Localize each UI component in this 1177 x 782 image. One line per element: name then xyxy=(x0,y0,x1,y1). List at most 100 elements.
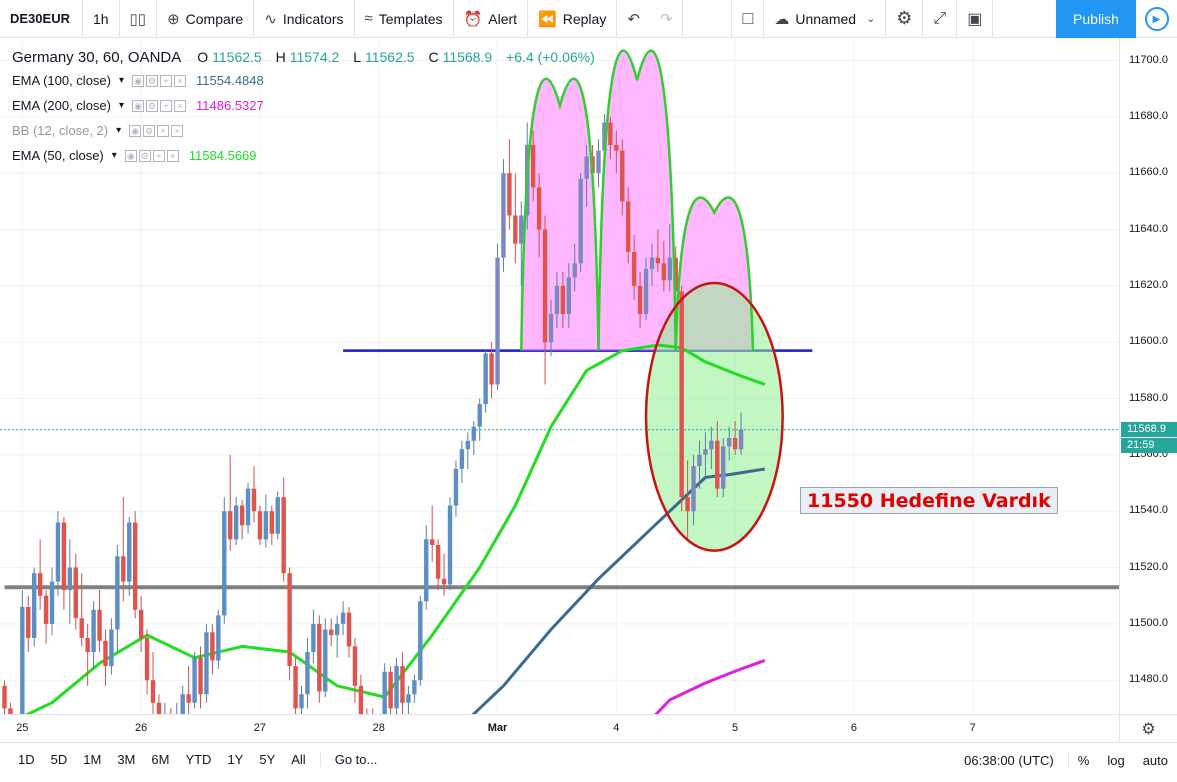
candle-body xyxy=(115,556,120,630)
undo-button[interactable]: ↶ xyxy=(617,0,650,38)
candle-body xyxy=(631,252,637,286)
close-icon[interactable]: × xyxy=(174,74,187,87)
ohlc-values: O 11562.5 H 11574.2 L 11562.5 C 11568.9 +6.4… xyxy=(197,49,605,65)
templates-button[interactable]: ≈ Templates xyxy=(355,0,454,38)
range-button[interactable]: 1Y xyxy=(227,752,244,767)
candle-body xyxy=(20,606,25,714)
horizontal-lines xyxy=(4,349,1119,590)
gear-icon[interactable]: ⚙ xyxy=(146,99,159,112)
target-annotation[interactable]: 11550 Hedefine Vardık xyxy=(800,487,1058,514)
range-button[interactable]: 5D xyxy=(50,752,68,767)
goto-button[interactable]: Go to... xyxy=(319,752,392,767)
candle-body xyxy=(673,257,678,292)
replay-button[interactable]: ⏪ Replay xyxy=(528,0,618,38)
settings-button[interactable]: ⚙ xyxy=(886,0,924,38)
range-button[interactable]: All xyxy=(291,752,306,767)
chevron-down-icon[interactable]: ▾ xyxy=(111,150,117,161)
candle-body xyxy=(400,666,405,703)
bottom-right-controls: 06:38:00 (UTC) % log auto xyxy=(955,743,1177,777)
eye-icon[interactable]: ◉ xyxy=(129,124,142,137)
candle-body xyxy=(32,573,37,638)
close-icon[interactable]: × xyxy=(171,124,184,137)
chart-type-button[interactable]: ▯▯ xyxy=(120,0,158,38)
plus-icon[interactable]: + xyxy=(157,124,170,137)
close-icon[interactable]: × xyxy=(166,149,179,162)
range-button[interactable]: 5Y xyxy=(259,752,276,767)
candle-body xyxy=(554,285,560,315)
log-toggle[interactable]: log xyxy=(1107,752,1125,768)
symbol-search-button[interactable]: DE30EUR xyxy=(0,0,83,38)
layout-menu-button[interactable]: ☁ Unnamed ⌄ xyxy=(764,0,887,38)
price-tick-label: 11580.0 xyxy=(1129,391,1168,404)
chevron-down-icon[interactable]: ▾ xyxy=(119,100,125,111)
gear-icon[interactable]: ⚙ xyxy=(143,124,156,137)
redo-button[interactable]: ↷ xyxy=(650,0,684,38)
snapshot-button[interactable]: ▣ xyxy=(957,0,994,38)
candle-body xyxy=(257,511,263,540)
plus-icon[interactable]: + xyxy=(160,74,173,87)
candle-body xyxy=(281,497,286,574)
range-button[interactable]: 6M xyxy=(151,752,170,767)
eye-icon[interactable]: ◉ xyxy=(124,149,137,162)
range-button[interactable]: 1D xyxy=(18,752,35,767)
close-icon[interactable]: × xyxy=(174,99,187,112)
indicator-row[interactable]: EMA (100, close) ▾ ◉ ⚙ + × 11554.4848 xyxy=(12,68,605,93)
left-shoulder-outline xyxy=(520,77,600,351)
close-value: 11568.9 xyxy=(442,49,493,65)
compare-button[interactable]: ⊕ Compare xyxy=(157,0,255,38)
time-tick-label: 25 xyxy=(16,722,29,734)
indicator-value: 11584.5669 xyxy=(188,148,257,163)
candle-body xyxy=(317,623,322,692)
candle-body xyxy=(299,694,304,709)
time-axis[interactable]: 25 26 27 28 Mar 4 5 6 7 xyxy=(0,714,1119,742)
clock[interactable]: 06:38:00 (UTC) xyxy=(955,752,1069,768)
price-tick-label: 11520.0 xyxy=(1129,560,1168,573)
eye-icon[interactable]: ◉ xyxy=(132,74,145,87)
candle-body xyxy=(49,581,55,624)
candle-body xyxy=(471,426,476,441)
countdown-tag: 21:59 xyxy=(1121,437,1177,453)
publish-button[interactable]: Publish xyxy=(1056,0,1136,38)
plus-icon[interactable]: + xyxy=(152,149,165,162)
interval-label: 1h xyxy=(92,10,109,27)
price-axis[interactable]: 11480.0 11500.0 11520.0 11540.0 11560.0 11580… xyxy=(1119,38,1177,714)
candle-body xyxy=(584,156,589,179)
price-chart[interactable] xyxy=(0,38,1119,714)
symbol-label: DE30EUR xyxy=(10,11,70,26)
range-button[interactable]: 1M xyxy=(83,752,102,767)
range-button[interactable]: YTD xyxy=(185,752,212,767)
indicators-button[interactable]: ∿ Indicators xyxy=(254,0,355,38)
fullscreen-layout-button[interactable]: □ xyxy=(731,0,765,38)
indicator-row[interactable]: EMA (200, close) ▾ ◉ ⚙ + × 11486.5327 xyxy=(12,93,605,118)
candle-body xyxy=(620,150,625,202)
candle-body xyxy=(228,511,233,540)
candle-body xyxy=(144,637,150,681)
alert-button[interactable]: ⏰ Alert xyxy=(454,0,529,38)
candle-body xyxy=(459,449,465,469)
gear-icon[interactable]: ⚙ xyxy=(138,149,151,162)
candle-body xyxy=(85,637,90,653)
candle-body xyxy=(715,440,720,489)
candle-body xyxy=(109,629,114,667)
candle-body xyxy=(513,215,518,244)
candle-body xyxy=(352,646,358,686)
candle-body xyxy=(138,609,144,638)
play-button[interactable]: ▶ xyxy=(1136,0,1177,38)
chevron-down-icon[interactable]: ▾ xyxy=(116,125,122,136)
percent-toggle[interactable]: % xyxy=(1077,752,1090,768)
fullscreen-button[interactable]: ⤢ xyxy=(923,0,958,38)
gear-icon[interactable]: ⚙ xyxy=(146,74,159,87)
eye-icon[interactable]: ◉ xyxy=(132,99,145,112)
auto-toggle[interactable]: auto xyxy=(1142,752,1168,768)
price-tick-label: 11680.0 xyxy=(1129,109,1168,122)
indicator-row[interactable]: EMA (50, close) ▾ ◉ ⚙ + × 11584.5669 xyxy=(12,143,605,168)
indicator-row[interactable]: BB (12, close, 2) ▾ ◉ ⚙ + × xyxy=(12,118,605,143)
candle-body xyxy=(340,612,346,624)
axis-settings-button[interactable]: ⚙ xyxy=(1119,714,1177,742)
price-tick-label: 11600.0 xyxy=(1129,335,1168,348)
range-button[interactable]: 3M xyxy=(117,752,136,767)
chevron-down-icon[interactable]: ▾ xyxy=(119,75,125,86)
plus-icon[interactable]: + xyxy=(160,99,173,112)
candle-body xyxy=(685,497,690,512)
interval-button[interactable]: 1h xyxy=(83,0,120,38)
